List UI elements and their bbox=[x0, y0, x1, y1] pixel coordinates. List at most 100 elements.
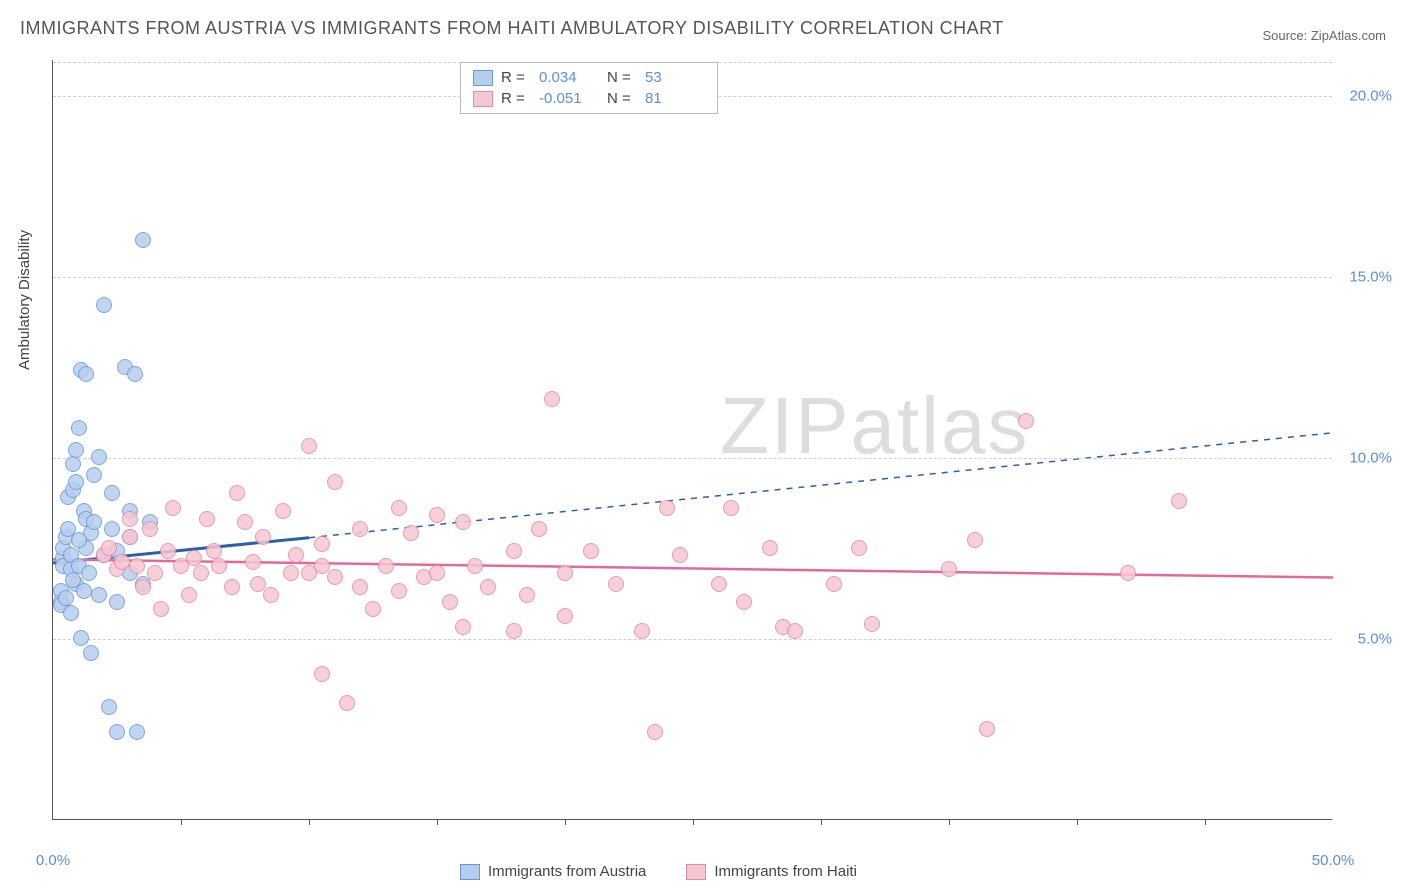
legend-row: R = -0.051 N = 81 bbox=[473, 88, 705, 109]
scatter-point bbox=[314, 536, 330, 552]
scatter-point bbox=[314, 666, 330, 682]
scatter-point bbox=[83, 645, 99, 661]
legend-swatch bbox=[473, 91, 493, 107]
scatter-point bbox=[455, 514, 471, 530]
legend-r-label: R = bbox=[501, 90, 531, 107]
scatter-point bbox=[275, 503, 291, 519]
scatter-point bbox=[199, 511, 215, 527]
scatter-point bbox=[723, 500, 739, 516]
y-axis-label: Ambulatory Disability bbox=[16, 230, 33, 370]
scatter-point bbox=[101, 540, 117, 556]
scatter-point bbox=[109, 594, 125, 610]
scatter-point bbox=[122, 529, 138, 545]
legend-n-value: 81 bbox=[645, 90, 705, 107]
source-label: Source: ZipAtlas.com bbox=[1262, 28, 1386, 43]
legend-r-label: R = bbox=[501, 69, 531, 86]
scatter-point bbox=[557, 565, 573, 581]
legend-r-value: 0.034 bbox=[539, 69, 599, 86]
scatter-point bbox=[122, 511, 138, 527]
scatter-point bbox=[211, 558, 227, 574]
scatter-point bbox=[480, 579, 496, 595]
legend-swatch bbox=[460, 864, 480, 880]
scatter-point bbox=[229, 485, 245, 501]
x-tick-label: 50.0% bbox=[1312, 852, 1355, 869]
scatter-point bbox=[327, 569, 343, 585]
gridline bbox=[53, 458, 1332, 459]
y-tick-label: 20.0% bbox=[1349, 88, 1392, 105]
scatter-point bbox=[255, 529, 271, 545]
x-tick bbox=[565, 819, 566, 825]
scatter-point bbox=[327, 474, 343, 490]
scatter-point bbox=[86, 514, 102, 530]
scatter-point bbox=[153, 601, 169, 617]
scatter-point bbox=[129, 558, 145, 574]
scatter-point bbox=[71, 420, 87, 436]
x-tick bbox=[1077, 819, 1078, 825]
scatter-point bbox=[506, 623, 522, 639]
scatter-point bbox=[979, 721, 995, 737]
x-tick bbox=[437, 819, 438, 825]
scatter-point bbox=[109, 724, 125, 740]
series-legend-item: Immigrants from Haiti bbox=[686, 863, 857, 880]
x-tick bbox=[1205, 819, 1206, 825]
scatter-point bbox=[519, 587, 535, 603]
y-tick-label: 10.0% bbox=[1349, 450, 1392, 467]
scatter-point bbox=[531, 521, 547, 537]
scatter-point bbox=[73, 630, 89, 646]
x-tick bbox=[693, 819, 694, 825]
scatter-point bbox=[101, 699, 117, 715]
scatter-point bbox=[429, 507, 445, 523]
scatter-point bbox=[544, 391, 560, 407]
x-tick-label: 0.0% bbox=[36, 852, 70, 869]
x-tick bbox=[821, 819, 822, 825]
scatter-point bbox=[608, 576, 624, 592]
series-legend: Immigrants from Austria Immigrants from H… bbox=[460, 863, 857, 880]
scatter-point bbox=[352, 579, 368, 595]
y-tick-label: 15.0% bbox=[1349, 269, 1392, 286]
scatter-point bbox=[65, 456, 81, 472]
scatter-point bbox=[68, 474, 84, 490]
scatter-point bbox=[672, 547, 688, 563]
scatter-point bbox=[967, 532, 983, 548]
gridline bbox=[53, 639, 1332, 640]
scatter-point bbox=[787, 623, 803, 639]
scatter-point bbox=[339, 695, 355, 711]
scatter-point bbox=[583, 543, 599, 559]
scatter-point bbox=[762, 540, 778, 556]
series-legend-label: Immigrants from Austria bbox=[488, 863, 646, 880]
scatter-point bbox=[135, 232, 151, 248]
gridline bbox=[53, 277, 1332, 278]
scatter-point bbox=[442, 594, 458, 610]
scatter-point bbox=[1018, 413, 1034, 429]
scatter-point bbox=[114, 554, 130, 570]
series-legend-label: Immigrants from Haiti bbox=[714, 863, 857, 880]
scatter-point bbox=[129, 724, 145, 740]
scatter-point bbox=[160, 543, 176, 559]
scatter-point bbox=[647, 724, 663, 740]
scatter-point bbox=[193, 565, 209, 581]
scatter-point bbox=[76, 583, 92, 599]
scatter-point bbox=[352, 521, 368, 537]
chart-title: IMMIGRANTS FROM AUSTRIA VS IMMIGRANTS FR… bbox=[20, 18, 1004, 39]
legend-swatch bbox=[686, 864, 706, 880]
legend-n-label: N = bbox=[607, 90, 637, 107]
scatter-point bbox=[941, 561, 957, 577]
legend-n-value: 53 bbox=[645, 69, 705, 86]
scatter-point bbox=[659, 500, 675, 516]
scatter-point bbox=[81, 565, 97, 581]
scatter-point bbox=[391, 583, 407, 599]
scatter-point bbox=[147, 565, 163, 581]
scatter-point bbox=[237, 514, 253, 530]
x-tick bbox=[309, 819, 310, 825]
scatter-point bbox=[378, 558, 394, 574]
scatter-point bbox=[301, 438, 317, 454]
scatter-point bbox=[365, 601, 381, 617]
legend-r-value: -0.051 bbox=[539, 90, 599, 107]
scatter-point bbox=[91, 587, 107, 603]
scatter-point bbox=[63, 605, 79, 621]
legend-row: R =0.034N =53 bbox=[473, 67, 705, 88]
scatter-point bbox=[711, 576, 727, 592]
scatter-point bbox=[104, 521, 120, 537]
scatter-point bbox=[864, 616, 880, 632]
scatter-point bbox=[429, 565, 445, 581]
